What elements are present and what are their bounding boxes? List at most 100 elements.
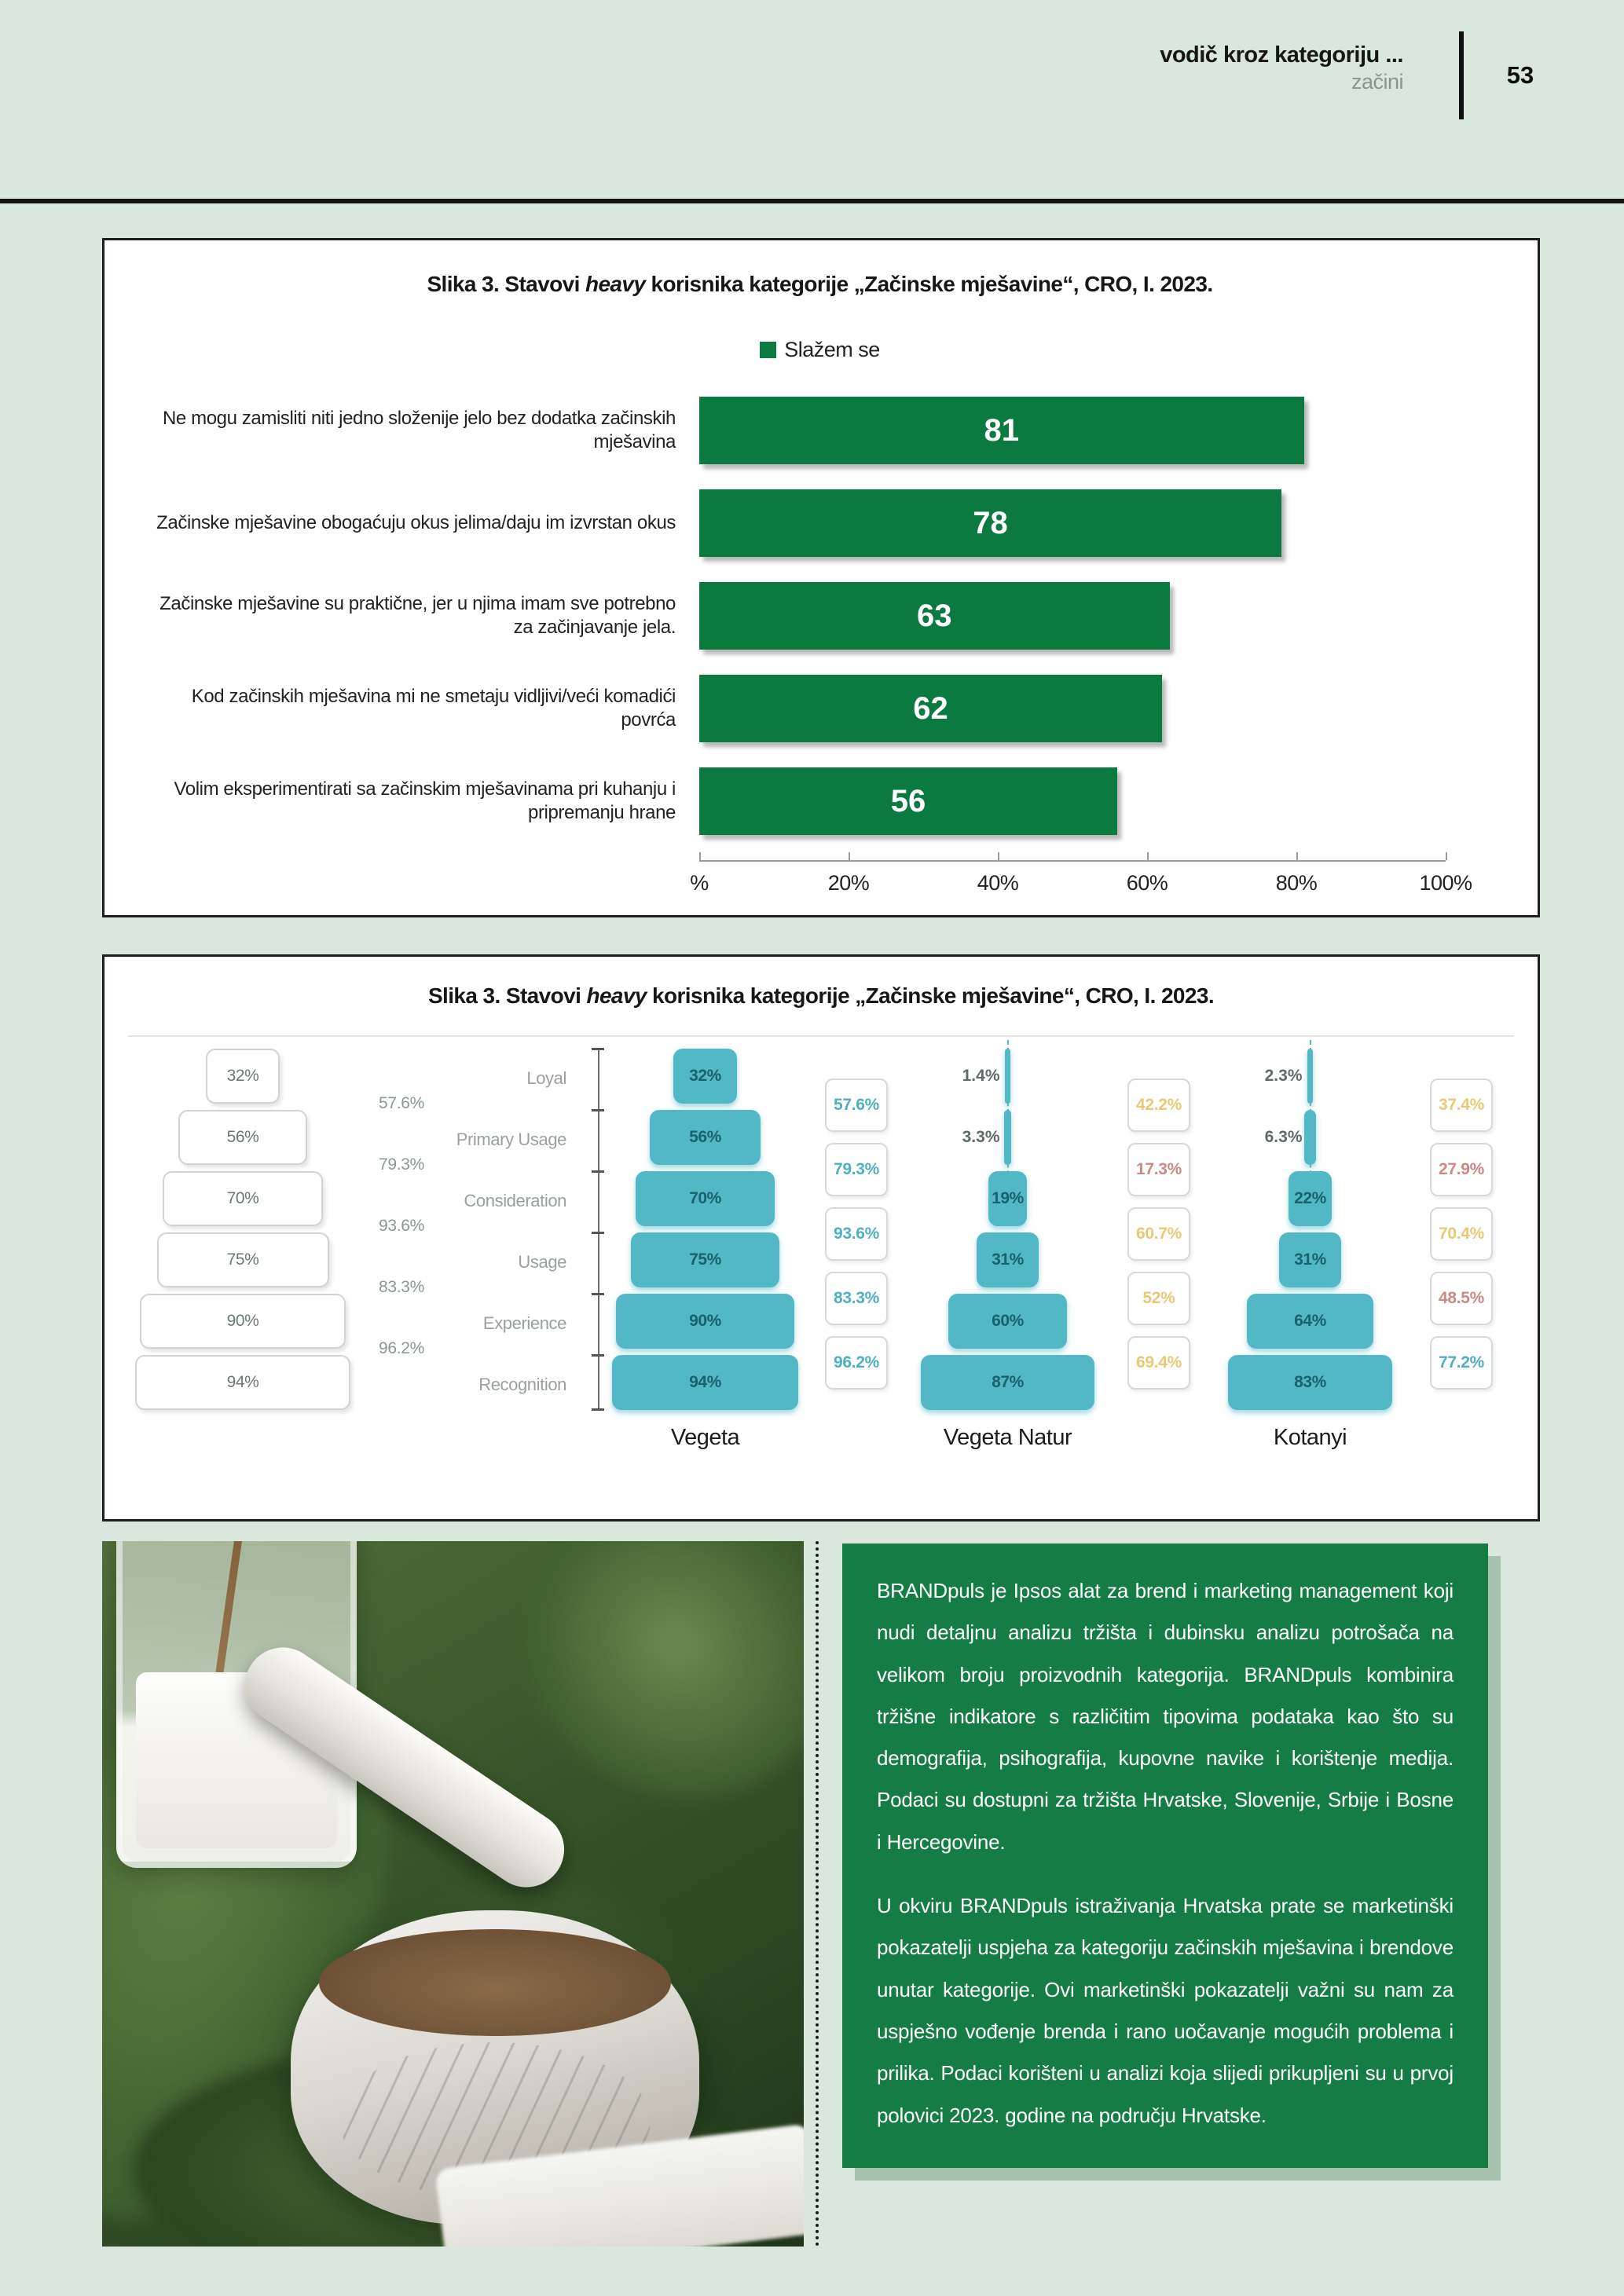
funnel-stage-value: 90% [226,1312,259,1330]
funnel-stage-row: 94% [128,1354,357,1411]
brand-conversions: 37.4% 27.9% 70.4% 48.5% 77.2% [1410,1048,1513,1451]
funnel-axis-tick [592,1048,604,1050]
funnel-stage-row: 90% [128,1293,357,1349]
funnel-stage-box: 32% [206,1049,280,1104]
funnel-stage-row: 32% [606,1048,805,1104]
brand-name-label: Kotanyi [1273,1425,1347,1450]
funnel-stage-value: 31% [1294,1251,1326,1269]
bar-category-label: Začinske mješavine obogaćuju okus jelima… [156,512,676,533]
funnel-stage-box: 64% [1246,1294,1374,1349]
bar-rows: Ne mogu zamisliti niti jedno složenije j… [136,397,1504,835]
funnel-stage-row: 75% [128,1232,357,1288]
conversion-rate: 27.9% [1430,1143,1493,1196]
conversion-rate: 79.3% [378,1155,425,1174]
brand-name-label: Vegeta Natur [943,1425,1072,1450]
funnel-stage-box: 70% [635,1171,775,1226]
ghost-funnel-stages: 32% 56% 70% 75% 90% 94% [128,1048,357,1411]
bar: 78 [699,489,1281,557]
funnel-stage-box: 94% [134,1355,351,1410]
figure-bar-chart: Slika 3. Stavovi heavy korisnika kategor… [102,238,1540,917]
conversion-rate: 37.4% [1430,1078,1493,1132]
bar-row: Začinske mješavine obogaćuju okus jelima… [136,489,1504,557]
brand-funnel-vegeta-natur-stages: 1.4% 3.3% 19% 31% 60% 87% [908,1040,1107,1411]
bar-track: 56 [699,767,1446,835]
x-axis-tick [1446,852,1447,860]
funnel-stage-row: 87% [908,1354,1107,1411]
conversion-rate: 42.2% [1127,1078,1190,1132]
x-axis-tick [849,852,850,860]
funnel-stage-row: 60% [908,1293,1107,1349]
bar-x-axis: % 20% 40% 60% 80% 100% [690,852,1472,907]
figure2-title-pre: Slika 3. Stavovi [427,983,587,1008]
funnel-stage-box: 87% [921,1355,1094,1410]
x-axis-tick [699,852,701,860]
bar-category-label: Volim eksperimentirati sa začinskim mješ… [174,778,676,823]
funnel-stage-value: 3.3% [962,1128,1000,1146]
conversion-rate: 57.6% [825,1078,888,1132]
stage-label: Loyal [526,1068,566,1088]
funnel-stage-value: 2.3% [1264,1067,1303,1085]
legend-label: Slažem se [784,338,880,361]
brand-funnel-kotanyi: 2.3% 6.3% 22% 31% 64% 83% Kotanyi [1211,1040,1410,1451]
bar-row: Začinske mješavine su praktične, jer u n… [136,582,1504,650]
brand-conversions: 42.2% 17.3% 60.7% 52% 69.4% [1107,1048,1211,1451]
funnel-stage-value: 75% [226,1251,259,1269]
stage-label: Consideration [464,1191,566,1210]
legend-swatch-icon [760,342,777,358]
funnel-stage-row: 64% [1211,1293,1410,1349]
stage-labels: Loyal Primary Usage Consideration Usage Expe… [445,1048,585,1451]
header-title: vodič kroz kategoriju ... [1160,42,1403,68]
funnel-stage-box: 70% [162,1171,324,1226]
funnel-stage-row: 31% [1211,1232,1410,1288]
bar-track: 62 [699,675,1446,742]
bar-row: Kod začinskih mješavina mi ne smetaju vi… [136,675,1504,742]
chart-legend: Slažem se [136,338,1504,362]
figure1-title-post: korisnika kategorije „Začinske mješavine… [645,272,1214,296]
funnel-stage-box [1303,1110,1317,1165]
bar: 81 [699,397,1304,464]
funnel-stage-value: 19% [992,1189,1024,1207]
funnel-stage-value: 6.3% [1264,1128,1303,1146]
conversion-rate: 60.7% [1127,1207,1190,1261]
funnel-stage-value: 32% [226,1067,259,1085]
funnel-stage-row: 2.3% [1211,1048,1410,1104]
bar-category-label: Ne mogu zamisliti niti jedno složenije j… [162,408,676,452]
brand-funnel-vegeta-stages: 32% 56% 70% 75% 90% 94% [606,1048,805,1411]
conversion-rate: 83.3% [825,1272,888,1325]
funnel-stage-row: 19% [908,1170,1107,1227]
conversion-rate: 79.3% [825,1143,888,1196]
bar-row: Ne mogu zamisliti niti jedno složenije j… [136,397,1504,464]
funnel-grid: 32% 56% 70% 75% 90% 94% 57.6% 79.3% 93.6% 83.3% 96… [128,1035,1514,1451]
funnel-stage-row: 1.4% [908,1048,1107,1104]
funnel-stage-box: 83% [1227,1355,1393,1410]
conversion-rate: 57.6% [378,1094,425,1112]
brand-funnel-vegeta-natur: 1.4% 3.3% 19% 31% 60% 87% Vegeta Natur [908,1040,1107,1451]
ghost-conversions: 57.6% 79.3% 93.6% 83.3% 96.2% [357,1048,445,1451]
bar-category-label: Začinske mješavine su praktične, jer u n… [159,593,676,638]
ghost-funnel: 32% 56% 70% 75% 90% 94% [128,1048,357,1451]
conversion-rate: 96.2% [378,1339,425,1357]
funnel-stage-row: 6.3% [1211,1109,1410,1166]
conversion-rate: 83.3% [378,1278,425,1296]
brand-funnel-kotanyi-stages: 2.3% 6.3% 22% 31% 64% 83% [1211,1040,1410,1411]
x-axis-tick-label: 20% [827,871,870,895]
funnel-stage-value: 64% [1294,1312,1326,1330]
funnel-stage-box: 22% [1288,1171,1333,1226]
funnel-stage-row: 90% [606,1293,805,1349]
bar-category-label: Kod začinskih mješavina mi ne smetaju vi… [191,686,676,731]
bar: 63 [699,582,1170,650]
brand-funnel-vegeta: 32% 56% 70% 75% 90% 94% Vegeta [606,1048,805,1451]
funnel-axis-tick [592,1109,604,1111]
x-axis-tick-label: 60% [1126,871,1168,895]
funnel-stage-value: 87% [992,1373,1024,1391]
bar-value-label: 81 [984,412,1020,448]
figure2-title: Slika 3. Stavovi heavy korisnika kategor… [128,983,1514,1009]
funnel-stage-box: 75% [630,1232,780,1287]
x-axis-tick-label: 80% [1275,871,1318,895]
x-axis-tick [998,852,999,860]
conversion-rate: 48.5% [1430,1272,1493,1325]
conversion-rate: 69.4% [1127,1336,1190,1390]
funnel-stage-box: 31% [977,1232,1039,1287]
x-axis-tick [1147,852,1149,860]
